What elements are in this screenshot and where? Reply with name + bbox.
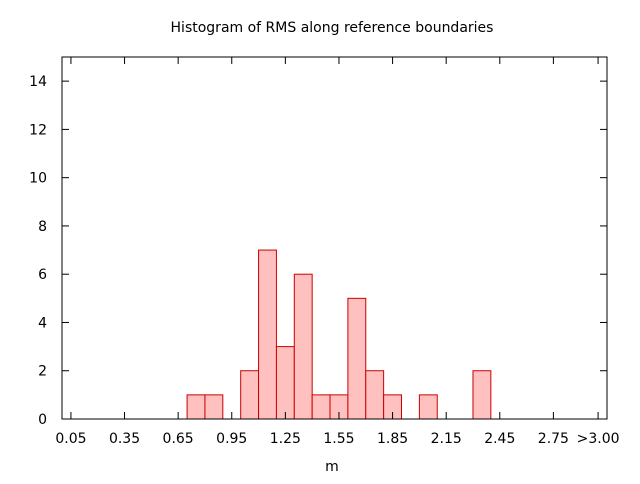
y-tick-label: 14 (29, 74, 47, 90)
x-tick-label: 2.45 (484, 431, 515, 447)
x-tick-label: 0.05 (55, 431, 86, 447)
y-tick-label: 12 (29, 122, 47, 138)
histogram-bar (293, 273, 313, 420)
x-tick-label: 2.75 (538, 431, 569, 447)
histogram-bar (418, 394, 438, 420)
y-tick-label: 8 (38, 219, 47, 235)
y-tick-label: 10 (29, 171, 47, 187)
histogram-bar (311, 394, 331, 420)
x-tick-label: 1.25 (270, 431, 301, 447)
histogram-bar (365, 370, 385, 420)
x-tick-label: 0.65 (163, 431, 194, 447)
histogram-bar (472, 370, 492, 420)
histogram-bar (204, 394, 224, 420)
x-tick-label: 1.55 (323, 431, 354, 447)
x-tick-label: 0.95 (216, 431, 247, 447)
y-tick-label: 2 (38, 364, 47, 380)
plot-frame (61, 56, 608, 420)
histogram-bar (347, 297, 367, 420)
x-tick-label: 2.15 (431, 431, 462, 447)
y-axis: 0 2 4 6 8 10 12 14 (29, 74, 607, 428)
histogram-bar (258, 249, 277, 420)
x-tick-label: 1.85 (377, 431, 408, 447)
y-tick-label: 4 (38, 315, 47, 331)
histogram-bar (240, 370, 260, 420)
x-axis-label: m (325, 459, 339, 475)
y-tick-label: 0 (38, 412, 47, 428)
histogram-bar (275, 346, 295, 420)
x-axis: 0.05 0.35 0.65 0.95 1.25 1.55 1.85 2.15 2.45 2.75… (55, 57, 620, 447)
x-tick-label: >3.00 (577, 431, 620, 447)
bars-group (186, 249, 492, 420)
chart-title: Histogram of RMS along reference boundar… (171, 20, 494, 36)
y-tick-label: 6 (38, 267, 47, 283)
x-tick-label: 0.35 (109, 431, 140, 447)
histogram-bar (186, 394, 206, 420)
